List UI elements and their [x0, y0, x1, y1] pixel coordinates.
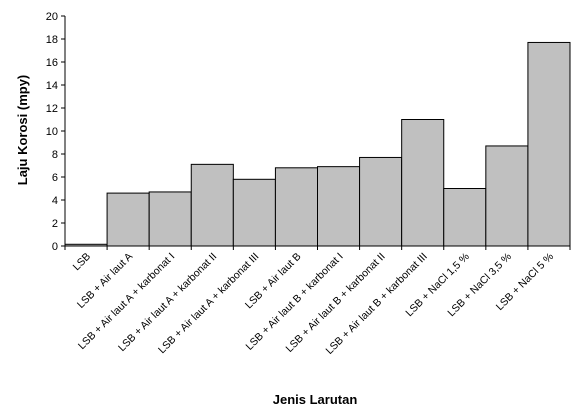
y-axis: 0 2 4 6 8 10 12 14 16 18 20: [46, 11, 66, 253]
y-tick-label: 10: [46, 126, 58, 138]
bar-7: [317, 166, 361, 247]
bar-6: [274, 167, 319, 247]
y-tick-label: 4: [52, 195, 58, 207]
bar-12: [527, 41, 571, 247]
y-tick-label: 6: [52, 172, 58, 184]
y-tick-label: 2: [52, 218, 58, 230]
x-category-label: LSB: [71, 251, 94, 274]
bar-3: [148, 191, 192, 247]
y-tick-label: 0: [52, 241, 58, 253]
y-tick-label: 8: [52, 149, 58, 161]
bar-5: [232, 178, 276, 247]
y-tick-label: 20: [46, 11, 58, 23]
bar-4: [190, 163, 234, 247]
bar-9: [401, 119, 445, 247]
y-tick-label: 18: [46, 34, 58, 46]
x-axis-title: Jenis Larutan: [273, 392, 358, 407]
bar-8: [359, 156, 403, 247]
y-axis-title: Laju Korosi (mpy): [15, 75, 30, 186]
bars-group: [64, 41, 571, 247]
bar-11: [485, 145, 529, 247]
y-tick-label: 16: [46, 57, 58, 69]
bar-10: [443, 188, 487, 247]
y-tick-label: 14: [46, 80, 58, 92]
y-tick-label: 12: [46, 103, 58, 115]
bar-2: [106, 192, 150, 247]
